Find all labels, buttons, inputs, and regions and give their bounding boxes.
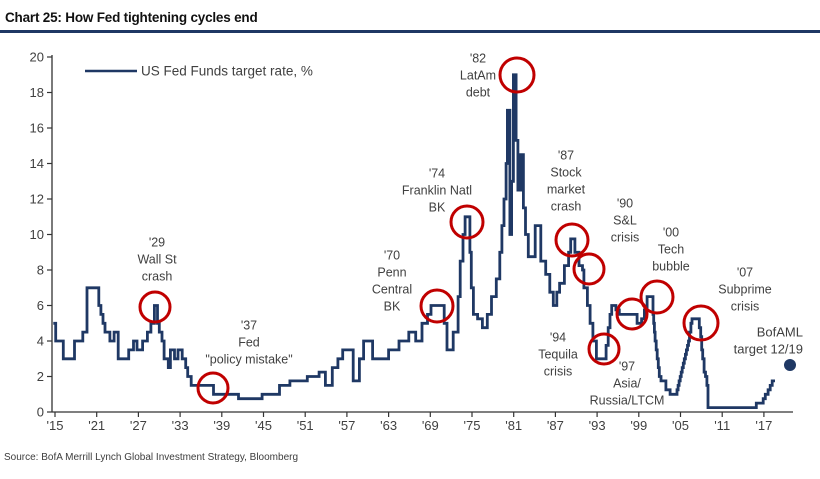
annotation-label-1970-penn-central-bk: Central	[372, 283, 412, 297]
annotation-label-1970-penn-central-bk: '70	[384, 249, 400, 263]
crisis-circle-1974-franklin-natl-bk	[449, 204, 485, 240]
y-tick-label: 4	[37, 334, 44, 349]
x-tick-label: '21	[88, 418, 105, 433]
forecast-label: BofAML	[757, 325, 803, 340]
annotation-label-1997-asia-russia-ltcm: Asia/	[613, 377, 641, 391]
fed-funds-rate-line	[53, 73, 775, 409]
legend-label: US Fed Funds target rate, %	[141, 64, 313, 79]
title-underline-rule	[0, 30, 820, 33]
forecast-target-dot	[784, 359, 796, 371]
annotation-label-2007-subprime-crisis: crisis	[731, 300, 759, 314]
y-tick-label: 14	[30, 156, 44, 171]
x-tick-label: '75	[464, 418, 481, 433]
source-note: Source: BofA Merrill Lynch Global Invest…	[4, 452, 299, 463]
annotation-label-2007-subprime-crisis: '07	[737, 266, 753, 280]
annotation-label-1982-latam-debt: LatAm	[460, 69, 496, 83]
x-tick-label: '57	[338, 418, 355, 433]
annotation-label-1982-latam-debt: '82	[470, 52, 486, 66]
x-tick-label: '39	[213, 418, 230, 433]
annotation-label-2000-tech-bubble: Tech	[658, 243, 684, 257]
x-tick-label: '99	[630, 418, 647, 433]
annotation-label-1994-tequila-crisis: crisis	[544, 365, 572, 379]
crisis-circle-1970-penn-central-bk	[419, 288, 455, 324]
annotation-label-1987-stock-market-crash: '87	[558, 149, 574, 163]
annotation-label-1987-stock-market-crash: crash	[551, 200, 582, 214]
x-tick-label: '27	[130, 418, 147, 433]
y-tick-label: 8	[37, 263, 44, 278]
annotation-label-1997-asia-russia-ltcm: Russia/LTCM	[590, 394, 665, 408]
annotation-label-1970-penn-central-bk: Penn	[377, 266, 406, 280]
crisis-circle-1997-asia-russia-ltcm	[615, 297, 649, 331]
annotation-label-1929-wall-st-crash: Wall St	[137, 253, 177, 267]
x-tick-label: '87	[547, 418, 564, 433]
y-tick-label: 2	[37, 369, 44, 384]
y-tick-label: 12	[30, 192, 44, 207]
y-tick-label: 20	[30, 50, 44, 65]
annotation-label-1994-tequila-crisis: '94	[550, 331, 566, 345]
annotation-label-1982-latam-debt: debt	[466, 86, 491, 100]
annotation-label-1929-wall-st-crash: crash	[142, 270, 173, 284]
annotation-label-1990-sl-crisis: crisis	[611, 231, 639, 245]
x-tick-label: '17	[755, 418, 772, 433]
annotation-label-2000-tech-bubble: '00	[663, 226, 679, 240]
annotation-label-1974-franklin-natl-bk: '74	[429, 167, 445, 181]
x-tick-label: '81	[505, 418, 522, 433]
annotation-label-1987-stock-market-crash: Stock	[550, 166, 582, 180]
annotation-label-1974-franklin-natl-bk: Franklin Natl	[402, 184, 472, 198]
annotation-label-1997-asia-russia-ltcm: '97	[619, 360, 635, 374]
annotation-label-1937-fed-policy-mistake: "policy mistake"	[205, 353, 292, 367]
crisis-circle-1994-tequila-crisis	[587, 332, 621, 366]
forecast-label: target 12/19	[734, 342, 803, 357]
annotation-label-1937-fed-policy-mistake: '37	[241, 319, 257, 333]
page-title: Chart 25: How Fed tightening cycles end	[5, 10, 258, 25]
crisis-circle-1929-wall-st-crash	[138, 290, 172, 324]
annotation-label-1937-fed-policy-mistake: Fed	[238, 336, 260, 350]
x-tick-label: '63	[380, 418, 397, 433]
x-tick-label: '69	[422, 418, 439, 433]
x-tick-label: '15	[47, 418, 64, 433]
annotation-label-1990-sl-crisis: S&L	[613, 214, 637, 228]
crisis-circle-1982-latam-debt	[498, 56, 536, 94]
x-tick-label: '05	[672, 418, 689, 433]
annotation-label-1929-wall-st-crash: '29	[149, 236, 165, 250]
x-tick-label: '93	[589, 418, 606, 433]
y-tick-label: 6	[37, 298, 44, 313]
x-tick-label: '11	[714, 418, 730, 433]
crisis-circle-1987-stock-market-crash	[554, 222, 590, 258]
y-tick-label: 18	[30, 85, 44, 100]
annotation-label-1987-stock-market-crash: market	[547, 183, 586, 197]
annotation-label-1990-sl-crisis: '90	[617, 197, 633, 211]
y-tick-label: 10	[30, 227, 44, 242]
crisis-circle-2007-subprime-crisis	[682, 304, 720, 342]
annotation-label-2000-tech-bubble: bubble	[652, 260, 690, 274]
y-tick-label: 16	[30, 121, 44, 136]
x-tick-label: '33	[172, 418, 189, 433]
x-tick-label: '45	[255, 418, 272, 433]
annotation-label-1994-tequila-crisis: Tequila	[538, 348, 578, 362]
annotation-label-1970-penn-central-bk: BK	[384, 300, 401, 314]
annotation-label-2007-subprime-crisis: Subprime	[718, 283, 772, 297]
crisis-circle-1990-sl-crisis	[572, 252, 606, 286]
y-tick-label: 0	[37, 405, 44, 420]
crisis-circle-2000-tech-bubble	[639, 279, 675, 315]
crisis-circle-1937-fed-policy-mistake	[196, 371, 230, 405]
x-tick-label: '51	[297, 418, 314, 433]
annotation-label-1974-franklin-natl-bk: BK	[429, 201, 446, 215]
